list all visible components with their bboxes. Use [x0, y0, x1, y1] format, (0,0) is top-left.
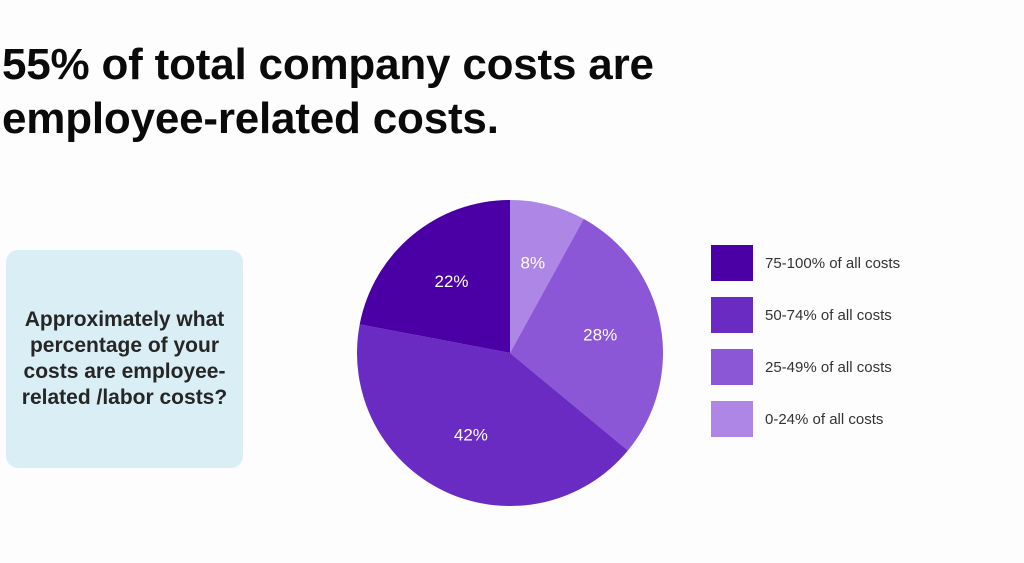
pie-slice-label: 8%: [521, 254, 546, 273]
pie-slice: [510, 218, 664, 451]
chart-title: 55% of total company costs are employee-…: [2, 40, 654, 143]
pie-slice: [356, 324, 628, 507]
legend-swatch: [711, 349, 753, 385]
legend-item: 25-49% of all costs: [711, 349, 900, 385]
pie-slice-label: 42%: [454, 426, 488, 445]
legend-label: 0-24% of all costs: [765, 410, 884, 428]
pie-slice: [359, 200, 510, 353]
legend-label: 50-74% of all costs: [765, 306, 892, 324]
legend-swatch: [711, 401, 753, 437]
pie-chart: 8% 28% 42% 22%: [356, 200, 664, 507]
chart-legend: 75-100% of all costs 50-74% of all costs…: [711, 245, 900, 453]
legend-swatch: [711, 245, 753, 281]
pie-slice-label: 28%: [583, 325, 617, 344]
survey-question-card: Approximately what percentage of your co…: [6, 250, 243, 468]
legend-item: 0-24% of all costs: [711, 401, 900, 437]
legend-item: 50-74% of all costs: [711, 297, 900, 333]
legend-item: 75-100% of all costs: [711, 245, 900, 281]
legend-label: 25-49% of all costs: [765, 358, 892, 376]
legend-swatch: [711, 297, 753, 333]
survey-question-text: Approximately what percentage of your co…: [21, 308, 228, 409]
legend-label: 75-100% of all costs: [765, 254, 901, 272]
pie-slice: [510, 200, 584, 353]
pie-slice-label: 22%: [434, 272, 468, 291]
